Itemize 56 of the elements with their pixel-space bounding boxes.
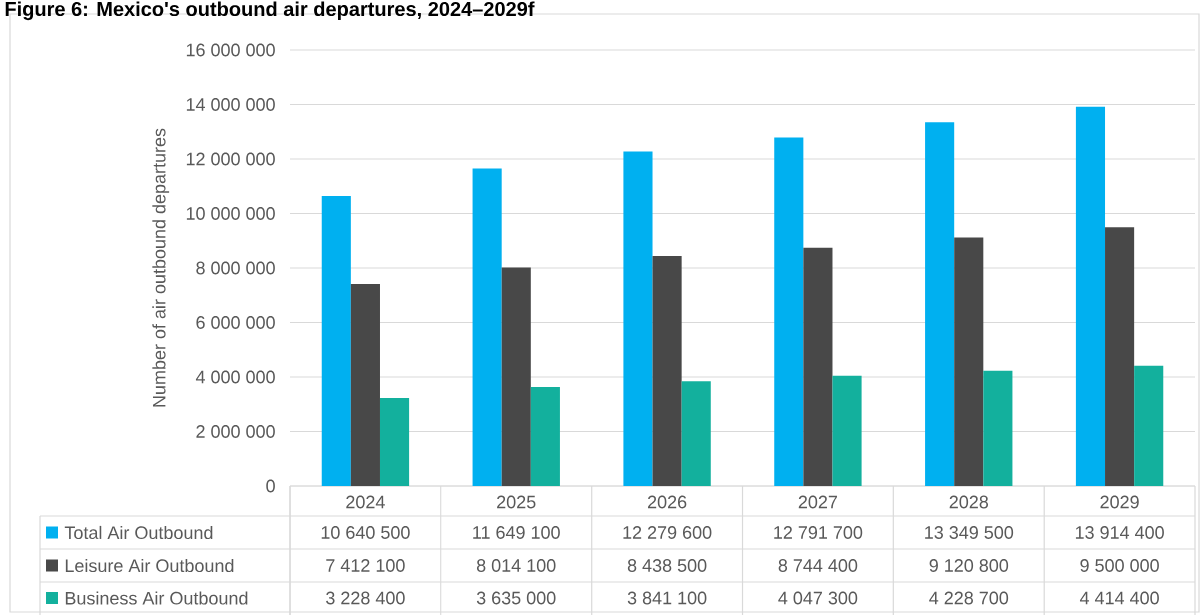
bar (472, 168, 502, 487)
data-label: 8 438 500 (627, 559, 707, 573)
y-tick-label: 12 000 000 (186, 152, 275, 166)
bar (1134, 365, 1164, 487)
y-tick-label: 2 000 000 (196, 425, 275, 439)
data-label: 12 279 600 (623, 526, 712, 540)
x-tick-label: 2025 (497, 495, 536, 509)
bar (350, 284, 380, 487)
data-label: 9 500 000 (1080, 559, 1159, 573)
bar (681, 381, 711, 487)
x-tick-label: 2029 (1100, 495, 1139, 509)
x-tick-label: 2028 (949, 495, 989, 509)
data-label: 7 412 100 (326, 559, 405, 573)
y-tick-label: 16 000 000 (186, 43, 275, 57)
bar (501, 267, 531, 487)
bar (983, 370, 1013, 487)
bar (623, 151, 653, 487)
data-label: 10 640 500 (321, 526, 410, 540)
data-label: 9 120 800 (929, 559, 1009, 573)
bar (832, 375, 862, 487)
data-label: 13 349 500 (925, 526, 1014, 540)
legend-label: Total Air Outbound (64, 526, 213, 540)
data-label: 8 014 100 (476, 559, 556, 573)
x-tick-label: 2027 (798, 495, 838, 509)
x-tick-label: 2024 (346, 495, 385, 509)
chart-title: Figure 6: Mexico's outbound air departures, 2024–2029f (5, 1, 535, 21)
bar (954, 237, 984, 487)
data-label: 12 791 700 (774, 526, 863, 540)
data-label: 3 635 000 (476, 591, 556, 605)
data-label: 3 841 100 (627, 591, 707, 605)
data-label: 11 649 100 (473, 526, 560, 540)
data-label: 4 047 300 (778, 591, 858, 605)
data-label: 4 228 700 (929, 591, 1009, 605)
legend-label: Leisure Air Outbound (65, 559, 234, 573)
bar (1105, 227, 1135, 487)
bar (925, 122, 955, 487)
bar (379, 398, 410, 487)
bar (321, 196, 351, 487)
bar (530, 387, 560, 487)
data-label: 4 414 400 (1079, 591, 1159, 605)
data-label: 8 744 400 (778, 559, 858, 573)
x-tick-label: 2026 (648, 495, 687, 509)
bar (774, 137, 804, 487)
data-label: 13 914 400 (1075, 526, 1164, 540)
y-tick-label: 0 (266, 479, 275, 493)
y-tick-label: 6 000 000 (196, 316, 275, 330)
legend-label: Business Air Outbound (65, 591, 248, 605)
y-tick-label: 4 000 000 (195, 370, 275, 384)
y-axis-title: Number of air outbound departures (152, 128, 170, 407)
data-label: 3 228 400 (326, 591, 405, 605)
y-tick-label: 8 000 000 (196, 261, 275, 275)
bar (652, 256, 682, 487)
bar (1075, 107, 1106, 487)
y-tick-label: 14 000 000 (186, 98, 275, 112)
y-tick-label: 10 000 000 (186, 207, 275, 221)
bar (803, 247, 833, 487)
